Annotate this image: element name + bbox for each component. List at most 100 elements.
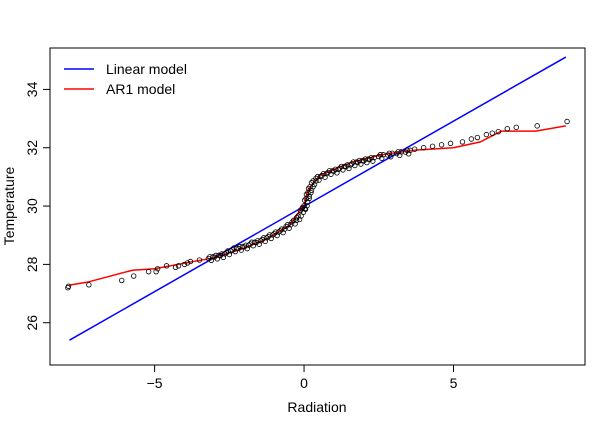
data-point — [489, 130, 496, 136]
data-point — [302, 206, 309, 212]
data-point — [459, 139, 466, 145]
data-point — [325, 169, 331, 176]
data-point — [293, 215, 300, 221]
data-point — [145, 268, 152, 275]
x-tick-label: 5 — [450, 375, 458, 391]
data-point — [364, 159, 370, 166]
data-point — [119, 277, 125, 284]
data-point — [181, 261, 188, 268]
data-point — [340, 167, 346, 173]
data-point — [241, 244, 247, 250]
data-point — [286, 225, 292, 231]
data-point — [308, 187, 315, 194]
data-point — [405, 151, 412, 157]
data-point — [304, 199, 311, 205]
data-point — [86, 282, 92, 288]
data-point — [334, 170, 340, 176]
data-point — [377, 152, 383, 158]
y-tick-label: 32 — [24, 140, 40, 156]
data-point — [564, 118, 570, 125]
data-point — [468, 136, 475, 142]
data-point — [265, 233, 271, 240]
data-point — [429, 143, 436, 149]
data-point — [301, 197, 308, 203]
data-point — [205, 255, 212, 262]
data-point — [223, 250, 230, 256]
data-point — [153, 268, 159, 275]
data-point — [385, 152, 391, 158]
data-point — [396, 152, 403, 159]
data-point — [172, 264, 179, 271]
data-point — [235, 245, 241, 252]
data-point — [343, 163, 349, 170]
data-point — [289, 219, 295, 225]
data-point — [306, 193, 313, 199]
y-tick-label: 34 — [24, 81, 40, 97]
data-point — [310, 178, 316, 184]
data-point — [367, 156, 373, 163]
data-point — [229, 247, 236, 253]
data-point — [495, 128, 502, 135]
data-point — [278, 226, 285, 232]
data-point — [184, 260, 191, 266]
data-point — [130, 273, 137, 279]
data-point — [214, 256, 221, 262]
data-point — [411, 146, 418, 152]
data-point — [368, 154, 374, 161]
data-point — [376, 153, 382, 160]
data-point — [319, 172, 325, 179]
data-point — [268, 235, 274, 242]
data-point — [277, 228, 283, 234]
data-point — [250, 243, 256, 249]
y-tick-label: 26 — [24, 315, 40, 331]
data-point — [256, 241, 262, 247]
data-point — [420, 145, 427, 151]
data-point — [298, 213, 304, 219]
data-point — [331, 168, 337, 174]
data-point — [328, 171, 334, 177]
data-point — [379, 155, 385, 161]
data-point — [175, 263, 182, 269]
data-point — [394, 150, 400, 157]
data-point — [65, 283, 72, 289]
data-point — [292, 221, 298, 227]
data-point — [483, 131, 490, 138]
data-point — [404, 147, 410, 154]
data-point — [187, 258, 194, 265]
data-point — [402, 149, 409, 155]
data-point — [232, 248, 239, 255]
data-point — [290, 217, 297, 224]
data-point — [244, 245, 250, 252]
data-point — [299, 204, 306, 211]
data-point — [358, 161, 364, 167]
data-point — [226, 251, 233, 258]
data-point — [271, 231, 277, 237]
data-point — [295, 213, 301, 219]
data-point — [217, 252, 224, 259]
data-point — [247, 241, 253, 247]
data-point — [259, 236, 265, 243]
data-point — [305, 185, 312, 192]
data-point — [296, 216, 303, 223]
data-point — [513, 124, 519, 131]
data-point — [474, 134, 481, 141]
data-point — [211, 254, 218, 260]
data-point — [304, 203, 310, 209]
data-point — [196, 257, 203, 263]
data-point — [238, 247, 244, 253]
data-point — [395, 149, 401, 155]
data-point — [447, 140, 454, 147]
data-point — [355, 159, 361, 166]
series-line-ar1-model — [69, 125, 567, 286]
data-point — [349, 161, 355, 167]
data-point — [303, 191, 310, 198]
series-line-linear-model — [69, 56, 567, 341]
x-tick-label: −5 — [147, 375, 163, 391]
data-point — [534, 123, 540, 129]
data-point — [352, 162, 358, 169]
data-point — [274, 232, 280, 239]
legend: Linear model AR1 model — [64, 61, 187, 97]
data-point — [337, 165, 343, 171]
x-tick-label: 0 — [300, 375, 308, 391]
